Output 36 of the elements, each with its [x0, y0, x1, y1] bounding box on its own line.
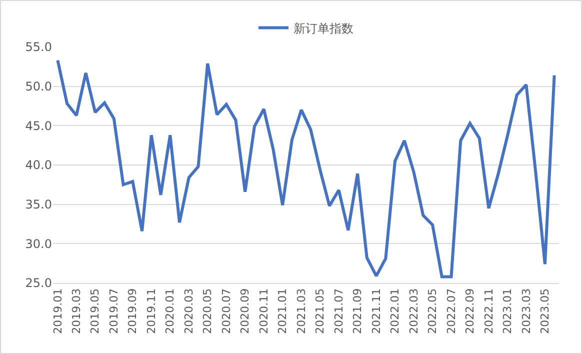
x-tick-label: 2019.09 [126, 288, 140, 334]
x-tick-label: 2021.11 [370, 288, 383, 334]
x-tick-label: 2019.07 [107, 288, 120, 334]
legend-label: 新订单指数 [294, 21, 354, 36]
x-tick-label: 2020.05 [201, 288, 214, 334]
x-tick-label: 2019.01 [51, 288, 64, 334]
x-tick-label: 2020.07 [220, 288, 233, 334]
x-tick-label: 2023.03 [520, 288, 533, 334]
y-tick-label: 30.0 [25, 236, 52, 251]
y-tick-label: 55.0 [25, 40, 52, 54]
x-tick-label: 2022.03 [407, 288, 420, 334]
y-tick-label: 50.0 [25, 80, 52, 94]
x-tick-label: 2021.05 [314, 288, 327, 334]
y-tick-label: 25.0 [25, 276, 52, 290]
line-series [56, 58, 556, 278]
x-tick-label: 2019.11 [144, 288, 158, 334]
y-tick-label: 45.0 [25, 118, 52, 133]
x-tick-label: 2021.03 [294, 288, 308, 334]
y-tick-label: 35.0 [25, 198, 52, 212]
x-tick-label: 2022.09 [464, 288, 477, 334]
y-tick-label: 40.0 [25, 158, 52, 172]
x-tick-label: 2021.07 [332, 288, 346, 334]
x-tick-label: 2022.01 [388, 288, 402, 334]
x-tick-label: 2021.01 [276, 288, 290, 334]
x-tick-label: 2020.09 [238, 288, 252, 334]
x-tick-label: 2022.11 [482, 288, 496, 334]
x-tick-label: 2023.01 [501, 288, 514, 334]
x-tick-label: 2023.05 [538, 288, 552, 334]
x-tick-label: 2019.05 [88, 288, 102, 334]
x-tick-label: 2019.03 [70, 288, 84, 334]
x-tick-label: 2020.01 [164, 288, 177, 334]
x-tick-label: 2021.09 [351, 288, 364, 334]
x-tick-label: 2022.05 [426, 288, 440, 334]
x-tick-label: 2022.07 [444, 288, 458, 334]
x-tick-label: 2020.11 [257, 288, 270, 334]
x-tick-label: 2020.03 [182, 288, 196, 334]
